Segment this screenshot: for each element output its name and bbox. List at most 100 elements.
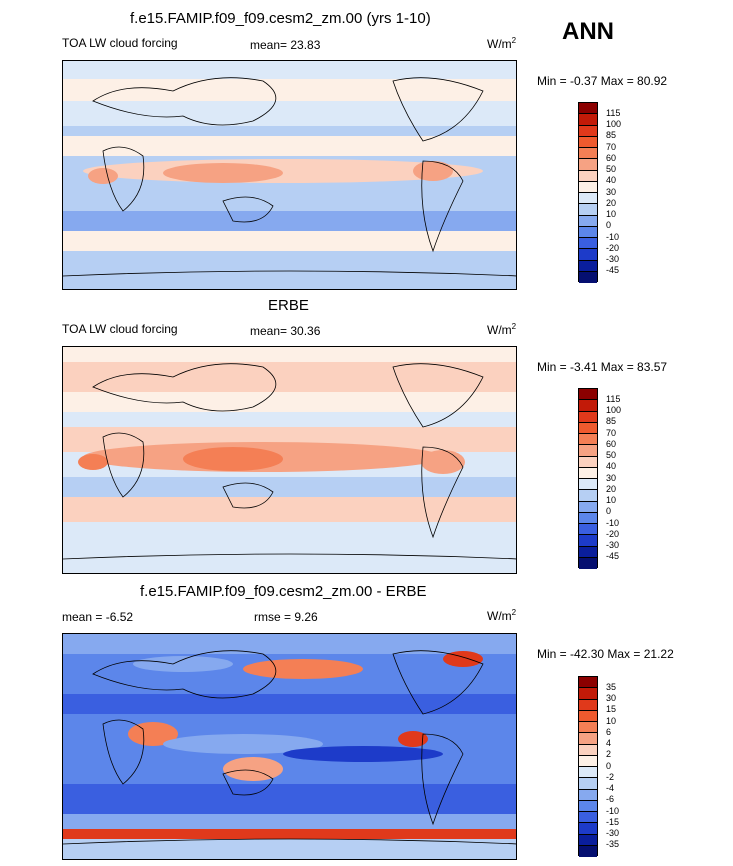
colorbar-segment xyxy=(579,677,597,689)
colorbar-segment xyxy=(579,193,597,205)
colorbar-tick-label: 10 xyxy=(606,715,617,726)
colorbar-tick-label: 20 xyxy=(606,197,617,208)
colorbar-tick-label: 85 xyxy=(606,130,617,141)
colorbar-tick-label: -45 xyxy=(606,551,620,562)
colorbar-tick-label: -10 xyxy=(606,517,620,528)
colorbar-segment xyxy=(579,823,597,835)
season-label: ANN xyxy=(562,18,614,45)
colorbar-tick-label: 10 xyxy=(606,209,617,219)
colorbar-tick-label: 60 xyxy=(606,152,617,163)
colorbar-segment xyxy=(579,445,597,457)
colorbar-segment xyxy=(579,524,597,536)
colorbar-segment xyxy=(579,114,597,126)
colorbar-tick-label: -35 xyxy=(606,839,620,850)
colorbar-tick-label: 85 xyxy=(606,416,617,427)
panel-2-minmax: Min = -3.41 Max = 83.57 xyxy=(537,360,668,374)
panel-3-minmax: Min = -42.30 Max = 21.22 xyxy=(537,647,674,661)
colorbar-tick-label: -20 xyxy=(606,528,620,539)
colorbar-segment xyxy=(579,744,597,756)
colorbar-segment xyxy=(579,699,597,711)
colorbar-tick-label: -6 xyxy=(606,794,615,805)
colorbar-segment xyxy=(579,159,597,171)
colorbar-segment xyxy=(579,226,597,238)
colorbar-segment xyxy=(579,710,597,722)
colorbar-segment xyxy=(579,260,597,272)
colorbar-tick-label: 115 xyxy=(606,107,621,118)
colorbar-tick-label: -30 xyxy=(606,540,620,550)
colorbar-tick-label: 40 xyxy=(606,175,617,186)
colorbar-tick-label: 6 xyxy=(606,726,612,737)
colorbar-segment xyxy=(579,467,597,479)
colorbar-tick-label: 0 xyxy=(606,760,612,771)
colorbar-segment xyxy=(579,789,597,801)
panel-2-map xyxy=(62,346,517,574)
colorbar-tick-label: 60 xyxy=(606,438,617,449)
colorbar-segment xyxy=(579,181,597,193)
colorbar-tick-label: 0 xyxy=(606,506,612,517)
panel-3-map xyxy=(62,633,517,860)
panel-1-variable-label: TOA LW cloud forcing xyxy=(62,36,178,50)
panel-1-colorbar xyxy=(578,102,598,283)
panel-3-mean-label: mean = -6.52 xyxy=(62,610,134,624)
colorbar-tick-label: -30 xyxy=(606,254,620,264)
panel-1-map xyxy=(62,60,517,290)
panel-1-mean-label: mean= 23.83 xyxy=(250,38,321,52)
panel-3-units: W/m2 xyxy=(487,608,517,623)
colorbar-segment xyxy=(579,249,597,261)
colorbar-segment xyxy=(579,148,597,160)
colorbar-segment xyxy=(579,170,597,182)
colorbar-tick-label: 15 xyxy=(606,704,617,715)
colorbar-segment xyxy=(579,434,597,446)
colorbar-segment xyxy=(579,411,597,423)
colorbar-segment xyxy=(579,767,597,779)
colorbar-segment xyxy=(579,136,597,148)
colorbar-tick-label: 10 xyxy=(606,495,617,505)
colorbar-tick-label: -2 xyxy=(606,771,615,782)
colorbar-segment xyxy=(579,812,597,824)
colorbar-segment xyxy=(579,125,597,137)
colorbar-segment xyxy=(579,778,597,790)
colorbar-tick-label: -10 xyxy=(606,805,620,816)
colorbar-tick-label: 50 xyxy=(606,450,617,460)
colorbar-segment xyxy=(579,490,597,502)
panel-2-colorbar xyxy=(578,388,598,569)
panel-3-colorbar xyxy=(578,676,598,857)
panel-2-title: ERBE xyxy=(268,297,309,314)
colorbar-tick-label: -15 xyxy=(606,816,620,827)
colorbar-tick-label: 20 xyxy=(606,483,617,494)
colorbar-segment xyxy=(579,204,597,216)
colorbar-tick-label: 30 xyxy=(606,693,617,703)
colorbar-tick-label: 2 xyxy=(606,749,612,760)
colorbar-segment xyxy=(579,557,597,569)
colorbar-segment xyxy=(579,479,597,491)
colorbar-segment xyxy=(579,389,597,401)
colorbar-tick-label: 115 xyxy=(606,393,621,404)
colorbar-segment xyxy=(579,845,597,857)
panel-1-units: W/m2 xyxy=(487,36,517,51)
colorbar-tick-label: 40 xyxy=(606,461,617,472)
colorbar-segment xyxy=(579,215,597,227)
panel-2-mean-label: mean= 30.36 xyxy=(250,324,321,338)
colorbar-tick-label: 100 xyxy=(606,405,622,415)
colorbar-segment xyxy=(579,422,597,434)
colorbar-segment xyxy=(579,733,597,745)
colorbar-segment xyxy=(579,456,597,468)
colorbar-segment xyxy=(579,800,597,812)
colorbar-tick-label: 70 xyxy=(606,141,617,152)
colorbar-segment xyxy=(579,271,597,283)
panel-1-minmax: Min = -0.37 Max = 80.92 xyxy=(537,74,668,88)
colorbar-segment xyxy=(579,238,597,250)
colorbar-tick-label: 30 xyxy=(606,472,617,483)
colorbar-segment xyxy=(579,546,597,558)
colorbar-tick-label: -20 xyxy=(606,242,620,253)
colorbar-segment xyxy=(579,400,597,412)
colorbar-tick-label: 50 xyxy=(606,164,617,174)
colorbar-segment xyxy=(579,103,597,115)
colorbar-tick-label: 35 xyxy=(606,681,617,692)
colorbar-tick-label: 0 xyxy=(606,220,612,231)
colorbar-segment xyxy=(579,535,597,547)
panel-3-rmse-label: rmse = 9.26 xyxy=(254,610,318,624)
colorbar-tick-label: 4 xyxy=(606,738,612,748)
colorbar-segment xyxy=(579,722,597,734)
colorbar-segment xyxy=(579,501,597,513)
